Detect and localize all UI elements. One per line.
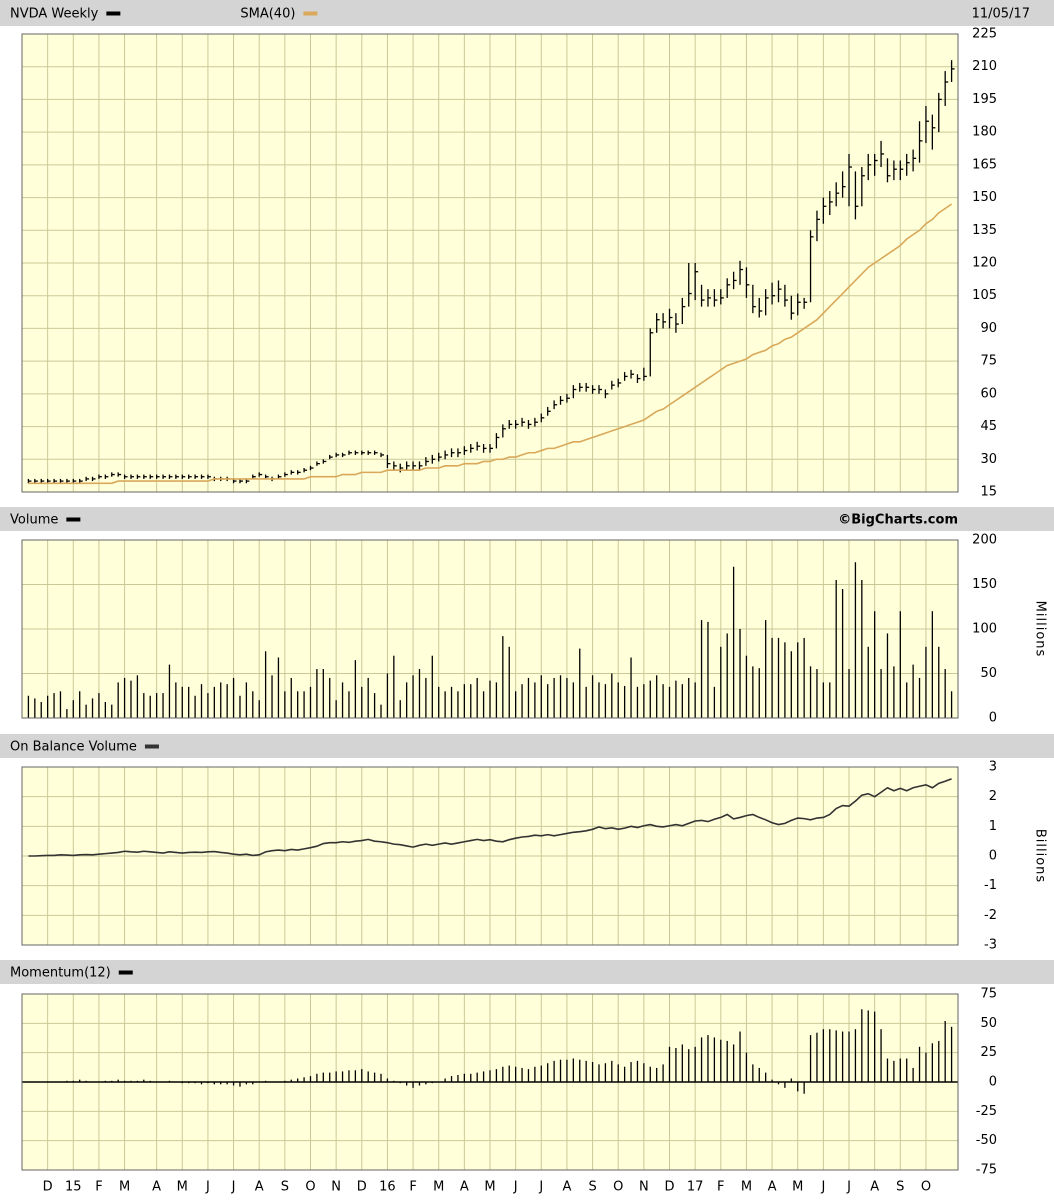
legend-swatch xyxy=(303,11,318,16)
y-tick-label: -50 xyxy=(976,1133,997,1148)
y-tick-label: 25 xyxy=(980,1045,997,1060)
x-tick-label: J xyxy=(538,1180,543,1195)
panel-header xyxy=(0,734,1054,758)
x-tick-label: M xyxy=(433,1180,444,1195)
y-tick-label: 75 xyxy=(980,354,997,369)
legend-swatch xyxy=(106,11,121,16)
y-tick-label: 150 xyxy=(972,577,997,592)
y-tick-label: 200 xyxy=(972,533,997,548)
legend-label: Volume xyxy=(10,513,58,528)
x-tick-label: M xyxy=(177,1180,188,1195)
y-tick-label: 105 xyxy=(972,288,997,303)
y-axis-label: Millions xyxy=(1033,601,1048,658)
x-tick-label: F xyxy=(717,1180,724,1195)
x-tick-label: M xyxy=(792,1180,803,1195)
y-tick-label: 3 xyxy=(989,760,997,775)
y-tick-label: 120 xyxy=(972,256,997,271)
obv-line xyxy=(28,778,952,857)
legend-label: Momentum(12) xyxy=(10,966,111,981)
y-tick-label: 180 xyxy=(972,125,997,140)
x-tick-label: S xyxy=(281,1180,289,1195)
x-tick-label: J xyxy=(846,1180,851,1195)
x-tick-label: N xyxy=(331,1180,341,1195)
legend-swatch xyxy=(144,744,159,749)
y-tick-label: 75 xyxy=(980,987,997,1002)
y-tick-label: -75 xyxy=(976,1163,997,1178)
x-tick-label: M xyxy=(741,1180,752,1195)
legend-swatch xyxy=(118,970,133,975)
y-tick-label: 60 xyxy=(980,386,997,401)
y-tick-label: 0 xyxy=(989,1075,997,1090)
plot-border xyxy=(21,993,959,1171)
panel-header xyxy=(0,960,1054,984)
x-tick-label: J xyxy=(205,1180,210,1195)
x-tick-label: D xyxy=(43,1180,53,1195)
legend-label: SMA(40) xyxy=(240,7,295,22)
x-tick-label: A xyxy=(562,1180,571,1195)
x-tick-label: 15 xyxy=(65,1180,82,1195)
y-tick-label: 165 xyxy=(972,157,997,172)
x-tick-label: S xyxy=(896,1180,904,1195)
y-tick-label: 135 xyxy=(972,223,997,238)
y-axis-label: Billions xyxy=(1033,829,1048,883)
x-tick-label: A xyxy=(255,1180,264,1195)
x-tick-label: M xyxy=(484,1180,495,1195)
y-tick-label: 2 xyxy=(989,789,997,804)
y-tick-label: 225 xyxy=(972,27,997,42)
panel-header xyxy=(0,0,1054,26)
x-tick-label: 16 xyxy=(379,1180,396,1195)
y-tick-label: 15 xyxy=(980,485,997,500)
x-tick-label: F xyxy=(95,1180,102,1195)
y-tick-label: 100 xyxy=(972,622,997,637)
y-tick-label: 150 xyxy=(972,190,997,205)
x-tick-label: N xyxy=(639,1180,649,1195)
y-tick-label: 0 xyxy=(989,849,997,864)
x-tick-label: O xyxy=(305,1180,315,1195)
y-tick-label: 210 xyxy=(972,59,997,74)
x-tick-label: 17 xyxy=(687,1180,704,1195)
x-tick-label: S xyxy=(588,1180,596,1195)
plot-border xyxy=(21,539,959,719)
x-tick-label: D xyxy=(357,1180,367,1195)
y-tick-label: 0 xyxy=(989,711,997,726)
x-tick-label: O xyxy=(613,1180,623,1195)
x-tick-label: J xyxy=(820,1180,825,1195)
x-tick-label: J xyxy=(513,1180,518,1195)
y-tick-label: 50 xyxy=(980,1016,997,1031)
x-tick-label: A xyxy=(152,1180,161,1195)
y-tick-label: -1 xyxy=(984,878,997,893)
y-tick-label: 195 xyxy=(972,92,997,107)
legend-label: NVDA Weekly xyxy=(10,7,99,22)
y-tick-label: 90 xyxy=(980,321,997,336)
y-tick-label: -3 xyxy=(984,938,997,953)
y-tick-label: -25 xyxy=(976,1104,997,1119)
y-tick-label: 1 xyxy=(989,819,997,834)
x-tick-label: D xyxy=(664,1180,674,1195)
chart-date: 11/05/17 xyxy=(972,7,1030,22)
panel-header xyxy=(0,507,1054,531)
x-tick-label: O xyxy=(921,1180,931,1195)
x-tick-label: F xyxy=(409,1180,416,1195)
y-tick-label: 30 xyxy=(980,452,997,467)
x-tick-label: A xyxy=(460,1180,469,1195)
y-tick-label: 45 xyxy=(980,419,997,434)
x-tick-label: A xyxy=(870,1180,879,1195)
legend-label: On Balance Volume xyxy=(10,740,137,755)
y-tick-label: 50 xyxy=(980,666,997,681)
x-tick-label: A xyxy=(768,1180,777,1195)
plot-border xyxy=(21,766,959,946)
x-tick-label: J xyxy=(231,1180,236,1195)
plot-border xyxy=(21,33,959,493)
source-label: ©BigCharts.com xyxy=(838,513,958,528)
y-tick-label: -2 xyxy=(984,908,997,923)
legend-swatch xyxy=(66,517,81,522)
x-tick-label: M xyxy=(119,1180,130,1195)
sma-line xyxy=(28,203,953,485)
